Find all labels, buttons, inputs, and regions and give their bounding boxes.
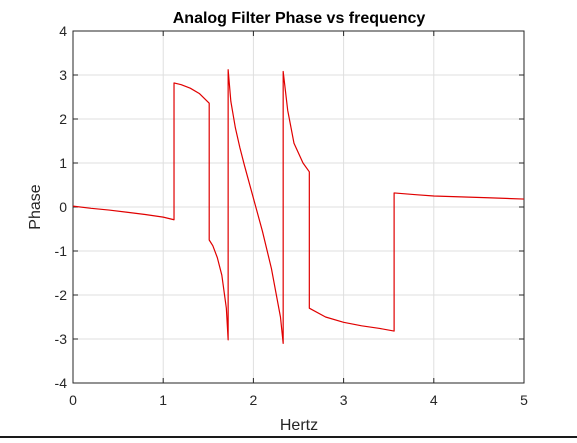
y-tick-label: -2 xyxy=(55,287,68,303)
x-tick-label: 2 xyxy=(250,392,258,408)
y-axis-label: Phase xyxy=(27,184,44,229)
x-tick-label: 3 xyxy=(340,392,348,408)
window-bottom-edge xyxy=(0,436,577,438)
y-tick-label: 3 xyxy=(59,67,67,83)
x-tick-label: 1 xyxy=(159,392,167,408)
series-layer xyxy=(72,69,525,344)
y-tick-label: -4 xyxy=(55,375,68,391)
y-tick-label: -3 xyxy=(55,331,68,347)
x-tick-label: 4 xyxy=(430,392,438,408)
y-tick-label: 1 xyxy=(59,155,67,171)
y-tick-label: 2 xyxy=(59,111,67,127)
y-tick-label: 4 xyxy=(59,23,67,39)
series-line-0 xyxy=(72,69,525,344)
axis-ticks: 0 1 2 3 4 5 -4 -3 -2 -1 0 1 2 3 4 xyxy=(55,23,529,408)
x-tick-label: 0 xyxy=(69,392,77,408)
y-tick-label: -1 xyxy=(55,243,68,259)
grid-lines xyxy=(72,30,525,384)
y-tick-label: 0 xyxy=(59,199,67,215)
x-tick-label: 5 xyxy=(520,392,528,408)
chart-title: Analog Filter Phase vs frequency xyxy=(173,10,426,27)
x-axis-label: Hertz xyxy=(280,417,318,434)
